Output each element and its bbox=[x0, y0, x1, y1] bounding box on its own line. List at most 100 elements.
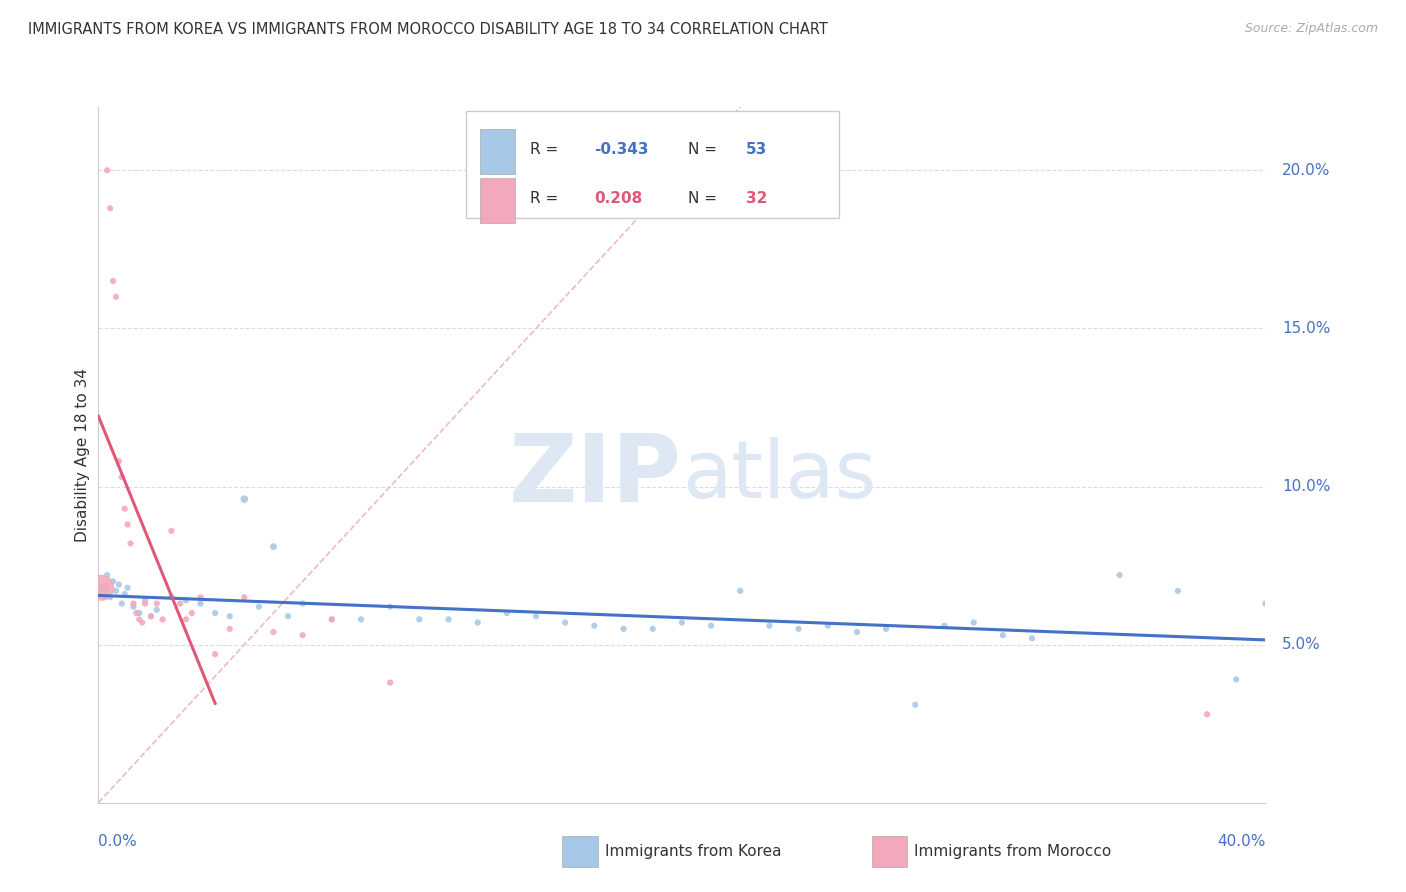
Point bbox=[845, 625, 868, 640]
Point bbox=[218, 622, 240, 636]
Point bbox=[321, 612, 343, 626]
Point bbox=[93, 591, 115, 605]
Point bbox=[817, 618, 839, 632]
Point bbox=[111, 470, 134, 484]
Point bbox=[104, 583, 127, 598]
Point bbox=[262, 540, 284, 554]
Point bbox=[114, 501, 136, 516]
Text: 5.0%: 5.0% bbox=[1282, 637, 1322, 652]
Point bbox=[139, 609, 162, 624]
Point bbox=[612, 622, 634, 636]
Point bbox=[233, 492, 256, 507]
Point bbox=[378, 599, 402, 614]
Text: Immigrants from Morocco: Immigrants from Morocco bbox=[914, 845, 1111, 859]
Point bbox=[437, 612, 460, 626]
Text: IMMIGRANTS FROM KOREA VS IMMIGRANTS FROM MOROCCO DISABILITY AGE 18 TO 34 CORRELA: IMMIGRANTS FROM KOREA VS IMMIGRANTS FROM… bbox=[28, 22, 828, 37]
Point bbox=[758, 618, 780, 632]
FancyBboxPatch shape bbox=[465, 111, 839, 219]
Point bbox=[104, 290, 127, 304]
Point bbox=[641, 622, 664, 636]
Point bbox=[146, 603, 169, 617]
Point bbox=[904, 698, 927, 712]
Point bbox=[350, 612, 373, 626]
Point bbox=[991, 628, 1014, 642]
Point bbox=[122, 597, 145, 611]
Point bbox=[174, 612, 197, 626]
Text: N =: N = bbox=[688, 191, 721, 206]
Point bbox=[128, 612, 150, 626]
Point bbox=[98, 201, 121, 215]
Point bbox=[321, 612, 343, 626]
Bar bbox=[479, 178, 515, 223]
Point bbox=[160, 591, 183, 605]
Point bbox=[108, 454, 131, 468]
Point bbox=[1225, 673, 1247, 687]
Point bbox=[1195, 707, 1218, 722]
Point bbox=[90, 581, 112, 595]
Point bbox=[671, 615, 693, 630]
Point bbox=[524, 609, 547, 624]
Point bbox=[408, 612, 430, 626]
Text: R =: R = bbox=[530, 191, 568, 206]
Text: 10.0%: 10.0% bbox=[1282, 479, 1330, 494]
Point bbox=[934, 618, 956, 632]
Point bbox=[180, 606, 202, 620]
Point bbox=[728, 583, 751, 598]
Point bbox=[111, 597, 134, 611]
Point bbox=[169, 597, 191, 611]
Point bbox=[125, 606, 148, 620]
Point bbox=[467, 615, 489, 630]
Text: atlas: atlas bbox=[682, 437, 876, 515]
Point bbox=[96, 163, 118, 178]
Point bbox=[291, 628, 314, 642]
Point bbox=[160, 524, 183, 538]
Text: ZIP: ZIP bbox=[509, 430, 682, 522]
Point bbox=[247, 599, 270, 614]
Bar bbox=[479, 129, 515, 174]
Text: 32: 32 bbox=[747, 191, 768, 206]
Text: Immigrants from Korea: Immigrants from Korea bbox=[605, 845, 782, 859]
Point bbox=[583, 618, 606, 632]
Point bbox=[787, 622, 810, 636]
Point bbox=[139, 609, 162, 624]
Point bbox=[134, 597, 156, 611]
Text: 0.0%: 0.0% bbox=[98, 834, 138, 849]
Text: 53: 53 bbox=[747, 143, 768, 157]
Text: N =: N = bbox=[688, 143, 721, 157]
Point bbox=[262, 625, 284, 640]
Point bbox=[174, 593, 197, 607]
Text: Source: ZipAtlas.com: Source: ZipAtlas.com bbox=[1244, 22, 1378, 36]
Text: -0.343: -0.343 bbox=[595, 143, 650, 157]
Text: 15.0%: 15.0% bbox=[1282, 321, 1330, 336]
Point bbox=[1167, 583, 1189, 598]
Point bbox=[233, 591, 256, 605]
Point bbox=[378, 675, 402, 690]
Point bbox=[218, 609, 240, 624]
Text: 0.208: 0.208 bbox=[595, 191, 643, 206]
Point bbox=[277, 609, 299, 624]
Point bbox=[495, 606, 517, 620]
Point bbox=[101, 574, 124, 589]
Point bbox=[98, 591, 121, 605]
Point bbox=[190, 591, 212, 605]
Point bbox=[1254, 597, 1277, 611]
Point bbox=[134, 593, 156, 607]
Point bbox=[1108, 568, 1130, 582]
Point bbox=[117, 581, 139, 595]
Text: R =: R = bbox=[530, 143, 564, 157]
Point bbox=[190, 597, 212, 611]
Y-axis label: Disability Age 18 to 34: Disability Age 18 to 34 bbox=[75, 368, 90, 542]
Point bbox=[117, 517, 139, 532]
Point bbox=[700, 618, 723, 632]
Point bbox=[204, 647, 226, 661]
Point bbox=[146, 597, 169, 611]
Point bbox=[131, 615, 153, 630]
Point bbox=[875, 622, 897, 636]
Point bbox=[93, 581, 115, 595]
Text: 20.0%: 20.0% bbox=[1282, 163, 1330, 178]
Point bbox=[128, 606, 150, 620]
Point bbox=[114, 587, 136, 601]
Point bbox=[96, 568, 118, 582]
Point bbox=[554, 615, 576, 630]
Point bbox=[108, 577, 131, 591]
